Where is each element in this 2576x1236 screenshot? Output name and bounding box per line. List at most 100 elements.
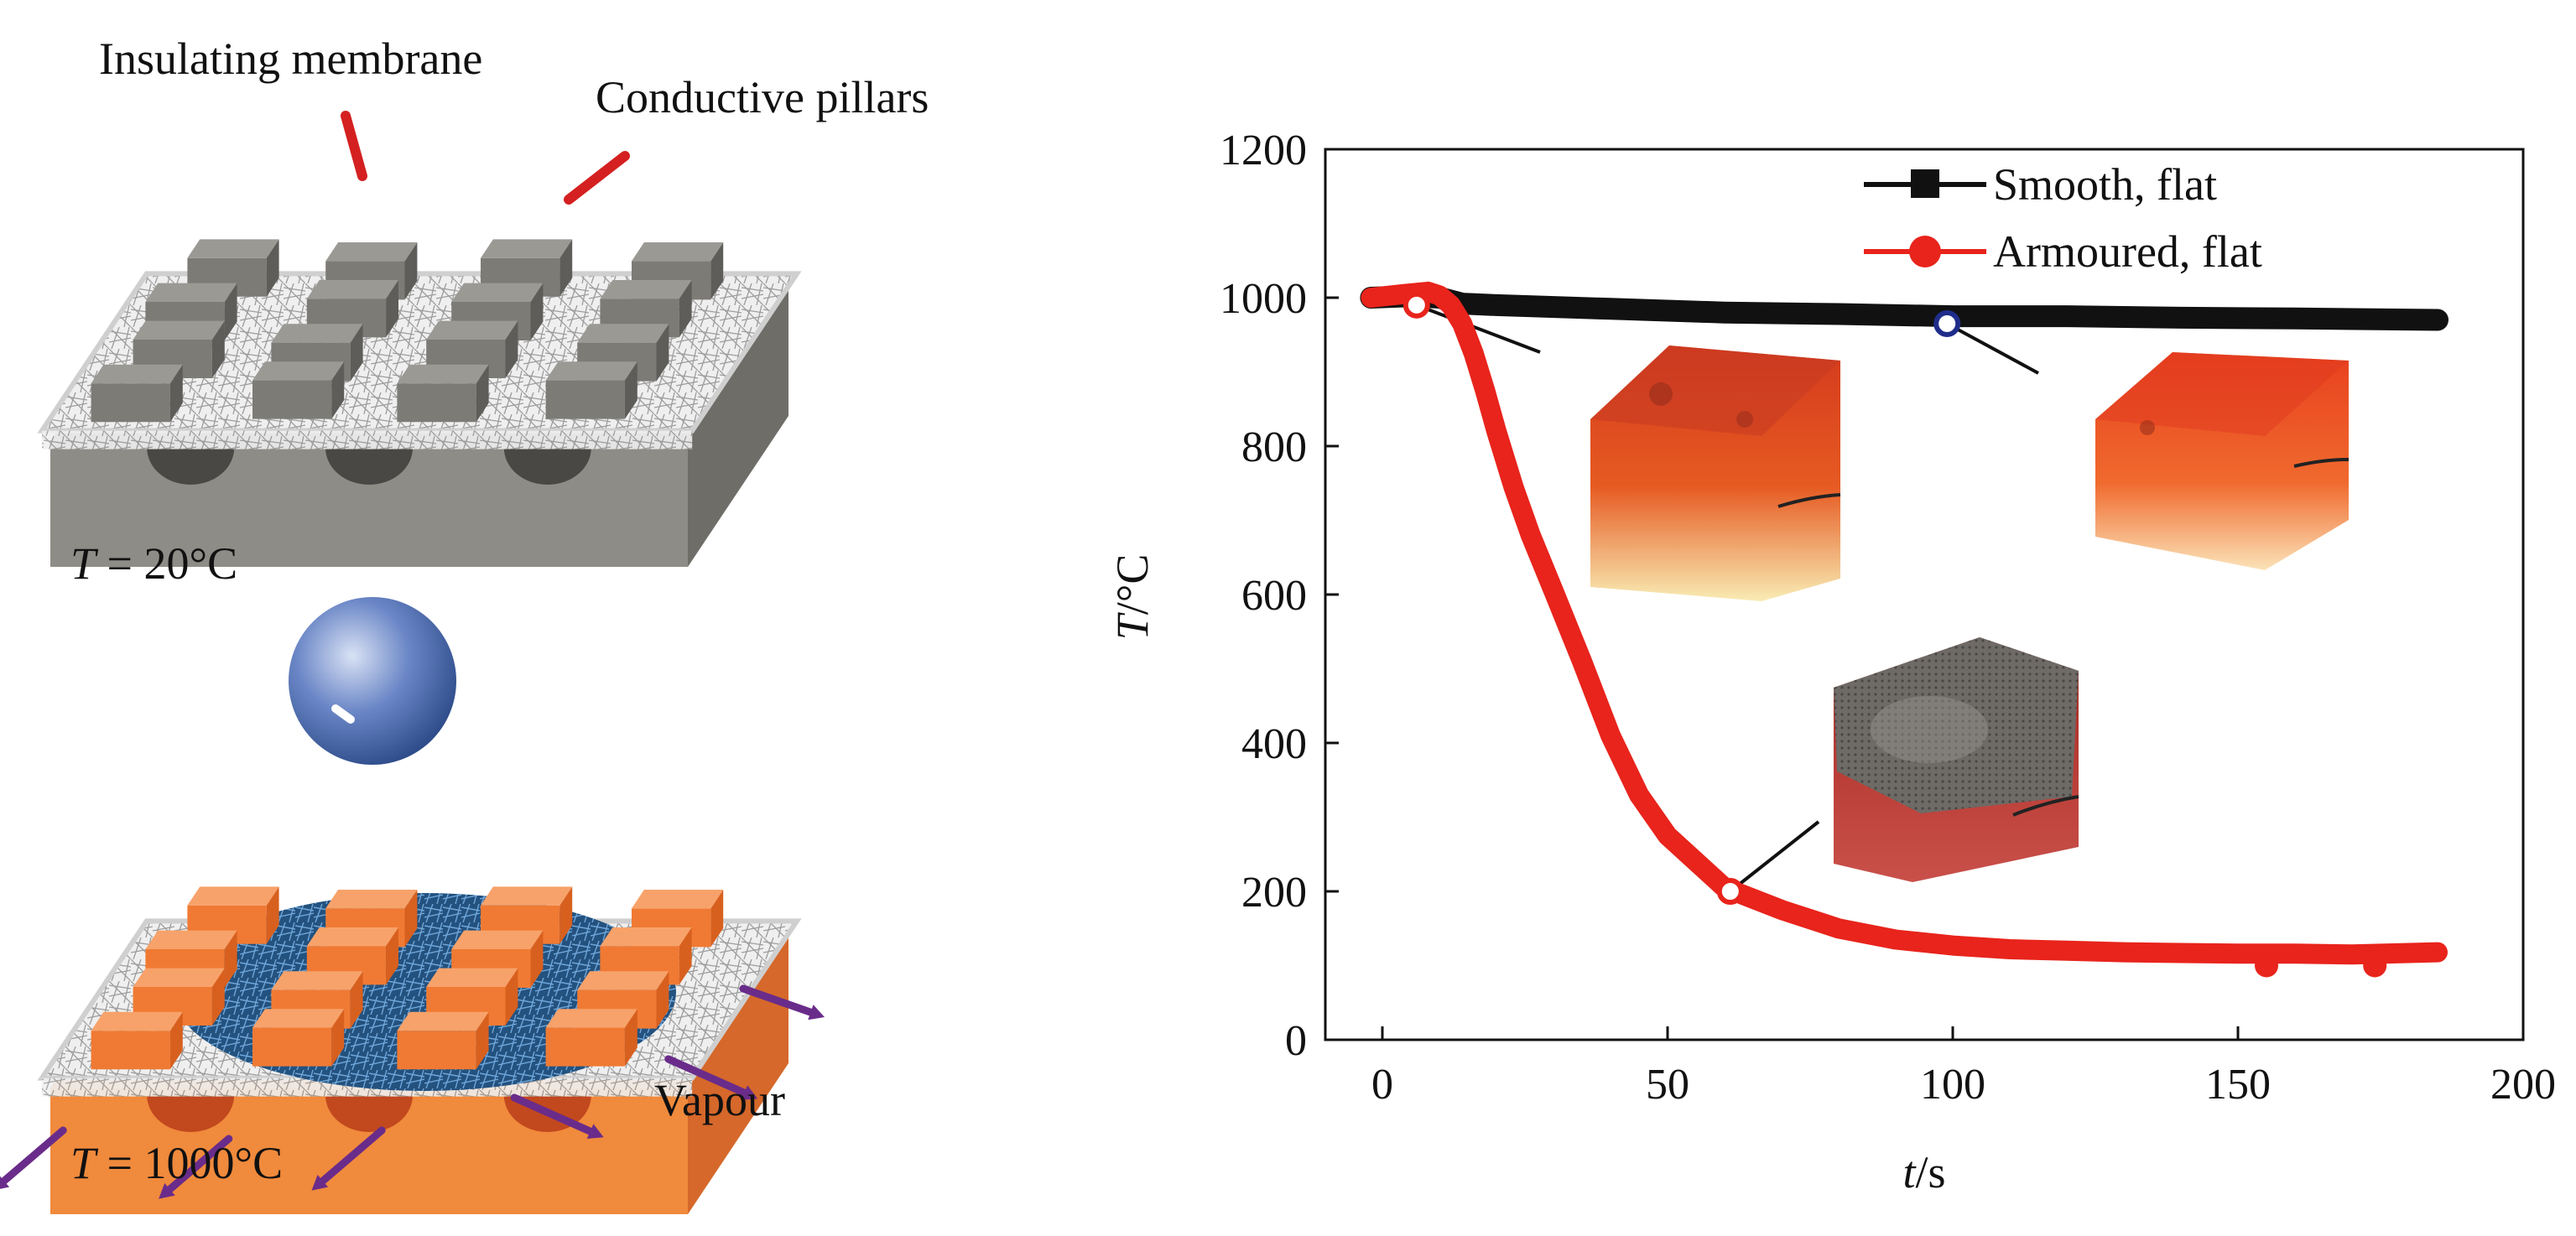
substrate-side [688,937,788,1214]
pillars-pointer [564,151,630,205]
pillar-front [397,383,476,423]
pillar-top [133,320,225,340]
pillar-top [545,1009,637,1028]
substrate-side [688,290,788,567]
legend-item-smooth: Smooth, flat [1864,159,2217,210]
vapour-arrow [664,1055,748,1097]
pillar-side [476,1011,489,1070]
temp-label-cold: T = 20°C [70,538,237,589]
pillar-top [632,242,724,262]
pillar-front [91,1031,170,1070]
pillar-top [145,930,237,949]
water-droplet [289,597,456,765]
pillar-top [600,927,692,947]
pillar-side [169,1011,183,1070]
pillar-side [679,280,692,338]
pillar-side [530,283,544,340]
pillar-top [481,886,573,906]
pillar-top [187,886,279,906]
axis-tick-labels: 0 50 100 150 200 0 200 400 600 800 1000 1200 [1220,127,2556,1109]
pillar-side [224,283,237,340]
callout-line [1416,303,1541,354]
substrate-pore [325,1095,413,1132]
vapour-arrowhead [808,1005,825,1020]
pillar-side [224,930,237,988]
vapour-arrowhead [0,1176,10,1189]
pillar-front [397,1031,476,1070]
callout-markers [1402,291,1961,905]
pillar-side [404,242,418,300]
pillar-side [559,239,573,297]
x-tick-label: 50 [1646,1061,1689,1109]
pillar-top [325,242,418,262]
y-tick-label: 200 [1241,869,1307,917]
callout-marker [1402,291,1430,319]
vapour-arrowhead [586,1124,604,1139]
pillar-top [306,280,398,299]
pillar-top [481,239,573,258]
membrane-edge [42,430,693,449]
pillar-side [404,890,418,948]
vapour-arrow [166,1135,233,1193]
pillar-side [331,1009,345,1067]
pillar-front [545,380,625,419]
pillar-top [133,968,225,987]
pillar-side [350,324,363,382]
callout-marker [1716,878,1744,905]
pillar-top [426,320,518,340]
pillar-top [187,239,279,258]
pillar-side [505,968,518,1026]
y-tick-label: 0 [1285,1017,1307,1065]
vapour-arrow [739,984,814,1016]
pillar-side [530,930,544,988]
cold-surface-illustration [37,239,802,567]
pillar-side [505,320,518,378]
substrate-pore [325,448,413,485]
pillar-top [271,324,363,343]
series-layer [1360,281,2449,978]
illustration-panel: Insulating membrane Conductive pillars T… [0,34,929,1214]
pillar-side [169,364,183,423]
x-tick-label: 150 [2205,1061,2271,1109]
pillar-top [632,890,724,909]
legend-label-armoured: Armoured, flat [1993,226,2262,277]
pillar-top [451,283,544,302]
pillar-top [600,280,692,299]
pillar-side [656,324,669,382]
axis-ticks [1325,148,2525,1041]
pillar-top [545,361,637,381]
pillar-front [545,1027,625,1067]
series-line-armoured [1361,281,2448,965]
pillar-side [331,361,345,419]
y-tick-label: 600 [1241,572,1307,620]
pillar-top [451,930,544,949]
pillar-top [397,364,489,384]
legend-item-armoured: Armoured, flat [1864,226,2262,277]
plot-frame [1324,148,2525,1041]
x-tick-label: 200 [2490,1061,2556,1109]
vapour-arrow [510,1093,594,1135]
y-tick-label: 1200 [1220,127,1307,174]
callout-marker [1933,309,1961,337]
vapour-arrow [0,1126,67,1185]
y-tick-label: 400 [1241,720,1307,768]
pillar-front [252,380,332,419]
label-conductive-pillars: Conductive pillars [596,72,929,122]
y-axis-label: T/°C [1107,554,1158,641]
label-insulating-membrane: Insulating membrane [99,34,482,84]
vapour-arrowhead [741,1085,758,1100]
pillar-top [426,968,518,987]
pillar-side [386,280,398,338]
inset-photo-armoured-early [1590,345,1841,601]
pillar-top [577,324,669,343]
series-line-smooth [1360,285,2449,331]
legend-label-smooth: Smooth, flat [1993,159,2217,210]
scatter-marker [2363,953,2387,978]
pillar-side [386,927,398,985]
pillar-top [271,971,363,990]
pillar-front [252,1027,332,1067]
pillar-side [710,890,724,948]
vapour-arrow [319,1126,386,1185]
pillar-side [710,242,724,300]
pillar-side [211,320,225,378]
